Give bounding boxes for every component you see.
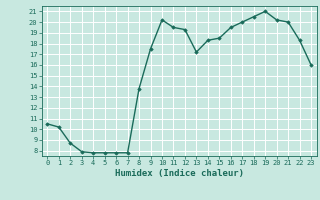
X-axis label: Humidex (Indice chaleur): Humidex (Indice chaleur) (115, 169, 244, 178)
